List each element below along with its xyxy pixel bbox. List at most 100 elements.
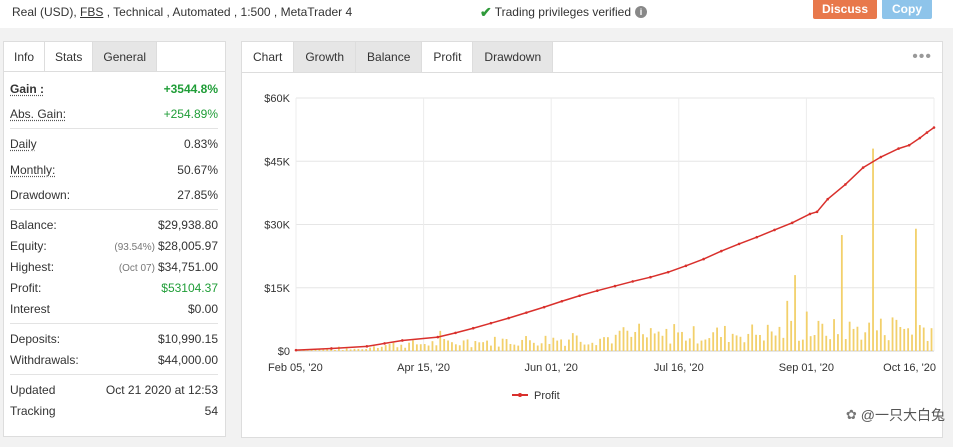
- profit-bar: [786, 300, 789, 351]
- profit-bar: [915, 228, 917, 351]
- balance-label: Balance:: [10, 217, 57, 232]
- divider: [10, 128, 218, 129]
- stat-profit: Profit: $53104.37: [10, 277, 218, 298]
- profit-bar: [345, 348, 348, 351]
- profit-point: [631, 280, 635, 283]
- highest-label: Highest:: [10, 259, 55, 274]
- profit-bar: [400, 344, 403, 351]
- profit-bar: [396, 347, 399, 351]
- profit-bar: [868, 322, 871, 351]
- profit-bar: [384, 345, 387, 351]
- profit-point: [720, 249, 723, 253]
- abs-gain-label[interactable]: Abs. Gain:: [10, 106, 67, 121]
- deposits-value: $10,990.15: [157, 331, 218, 346]
- profit-bar: [774, 335, 777, 351]
- profit-point: [401, 339, 404, 342]
- watermark-text: @一只大白兔: [860, 407, 945, 423]
- profit-point: [737, 242, 741, 246]
- profit-point: [907, 143, 911, 147]
- stat-withdrawals: Withdrawals: $44,000.00: [10, 349, 218, 370]
- profit-bar: [373, 346, 375, 351]
- gain-label[interactable]: Gain :: [10, 81, 45, 96]
- profit-bar: [848, 321, 851, 351]
- tab-chart[interactable]: Chart: [242, 42, 295, 72]
- profit-bar: [876, 330, 878, 351]
- profit-label: Profit:: [10, 280, 42, 295]
- profit-bar: [493, 336, 496, 351]
- profit-bar: [813, 335, 816, 351]
- profit-bar: [903, 328, 906, 351]
- profit-bar: [353, 348, 356, 351]
- tab-growth[interactable]: Growth: [294, 42, 357, 72]
- highest-note: (Oct 07): [118, 262, 155, 274]
- divider: [10, 374, 218, 375]
- broker-link[interactable]: FBS: [80, 5, 104, 19]
- highest-value: $34,751.00: [157, 259, 218, 274]
- profit-bar: [899, 326, 902, 351]
- profit-bar: [891, 317, 894, 351]
- more-options-icon[interactable]: •••: [912, 48, 932, 65]
- discuss-button[interactable]: Discuss: [813, 0, 877, 19]
- tab-info[interactable]: Info: [4, 42, 46, 71]
- profit-bar: [801, 339, 804, 351]
- profit-bar: [349, 349, 352, 351]
- gain-value: +3544.8%: [163, 81, 218, 96]
- profit-bar: [778, 326, 781, 351]
- profit-bar: [630, 336, 633, 351]
- tab-drawdown[interactable]: Drawdown: [473, 42, 554, 72]
- profit-bar: [638, 323, 641, 351]
- profit-bar: [618, 330, 621, 351]
- x-tick-label: Jun 01, '20: [524, 362, 577, 374]
- profit-bar: [918, 325, 921, 351]
- deposits-label: Deposits:: [10, 331, 61, 346]
- verified-text: Trading privileges verified: [494, 5, 632, 19]
- tab-balance[interactable]: Balance: [356, 42, 423, 72]
- profit-bar: [688, 338, 691, 351]
- profit-point: [790, 221, 794, 225]
- profit-bar: [404, 347, 407, 351]
- profit-bar: [825, 335, 828, 351]
- profit-bar: [852, 328, 855, 351]
- profit-point: [815, 210, 819, 214]
- profit-bar: [657, 331, 660, 351]
- tab-general[interactable]: General: [93, 42, 158, 71]
- profit-bar: [595, 345, 598, 351]
- tab-profit[interactable]: Profit: [422, 42, 474, 72]
- profit-bar: [837, 334, 839, 351]
- profit-bar: [782, 337, 785, 351]
- profit-bar: [681, 331, 683, 351]
- profit-bar: [575, 335, 578, 351]
- profit-bar: [552, 337, 555, 351]
- profit-bar: [720, 337, 722, 351]
- profit-bar: [864, 332, 867, 351]
- profit-point: [918, 136, 922, 140]
- profit-bar: [673, 324, 676, 351]
- stat-interest: Interest $0.00: [10, 298, 218, 319]
- profit-bar: [466, 339, 469, 351]
- profit-bar: [731, 333, 734, 351]
- equity-label: Equity:: [10, 238, 47, 253]
- profit-bar: [501, 338, 504, 351]
- profit-bar: [872, 148, 874, 351]
- chart-panel: Chart Growth Balance Profit Drawdown •••…: [241, 41, 943, 438]
- copy-button[interactable]: Copy: [882, 0, 932, 19]
- daily-label[interactable]: Daily: [10, 136, 37, 151]
- profit-bar: [700, 340, 703, 351]
- profit-bar: [856, 326, 859, 351]
- monthly-label[interactable]: Monthly:: [10, 162, 56, 177]
- watermark: ✿ @一只大白兔: [846, 405, 945, 425]
- divider: [10, 209, 218, 210]
- profit-point: [702, 257, 705, 261]
- info-icon[interactable]: i: [635, 6, 648, 18]
- profit-bar: [805, 311, 808, 351]
- profit-bar: [451, 342, 453, 351]
- profit-bar: [622, 327, 625, 351]
- profit-point: [808, 212, 812, 216]
- profit-bar: [532, 342, 535, 351]
- profit-bar: [607, 337, 609, 351]
- profit-bar: [330, 349, 332, 351]
- profit-bar: [579, 341, 582, 351]
- tab-stats[interactable]: Stats: [45, 42, 94, 71]
- profit-point: [330, 347, 333, 350]
- profit-bar: [486, 340, 488, 351]
